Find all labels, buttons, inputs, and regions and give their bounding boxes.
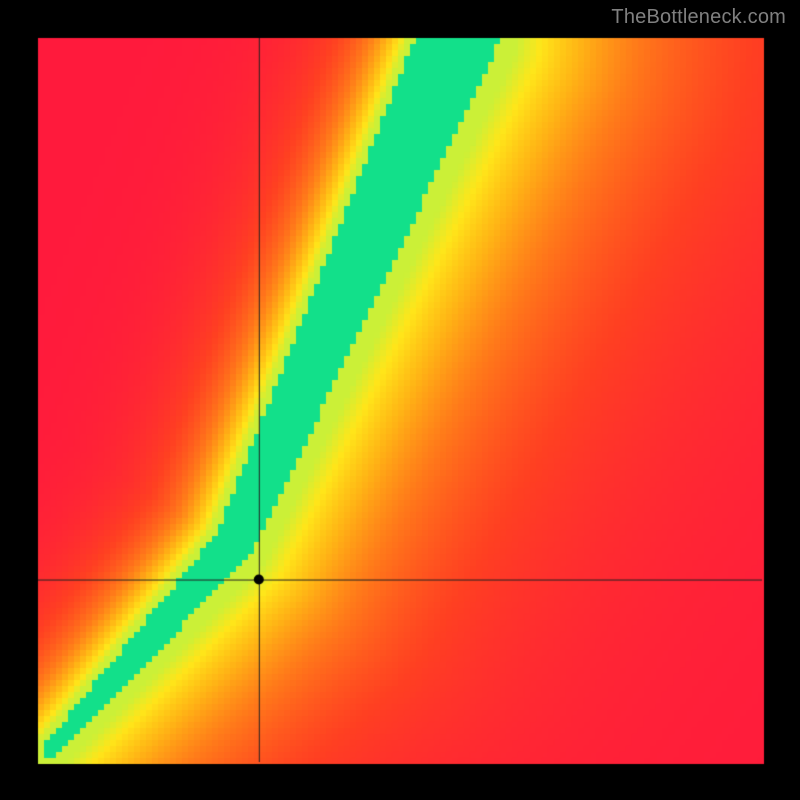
heatmap-canvas — [0, 0, 800, 800]
watermark-text: TheBottleneck.com — [611, 6, 786, 29]
chart-container: TheBottleneck.com — [0, 0, 800, 800]
